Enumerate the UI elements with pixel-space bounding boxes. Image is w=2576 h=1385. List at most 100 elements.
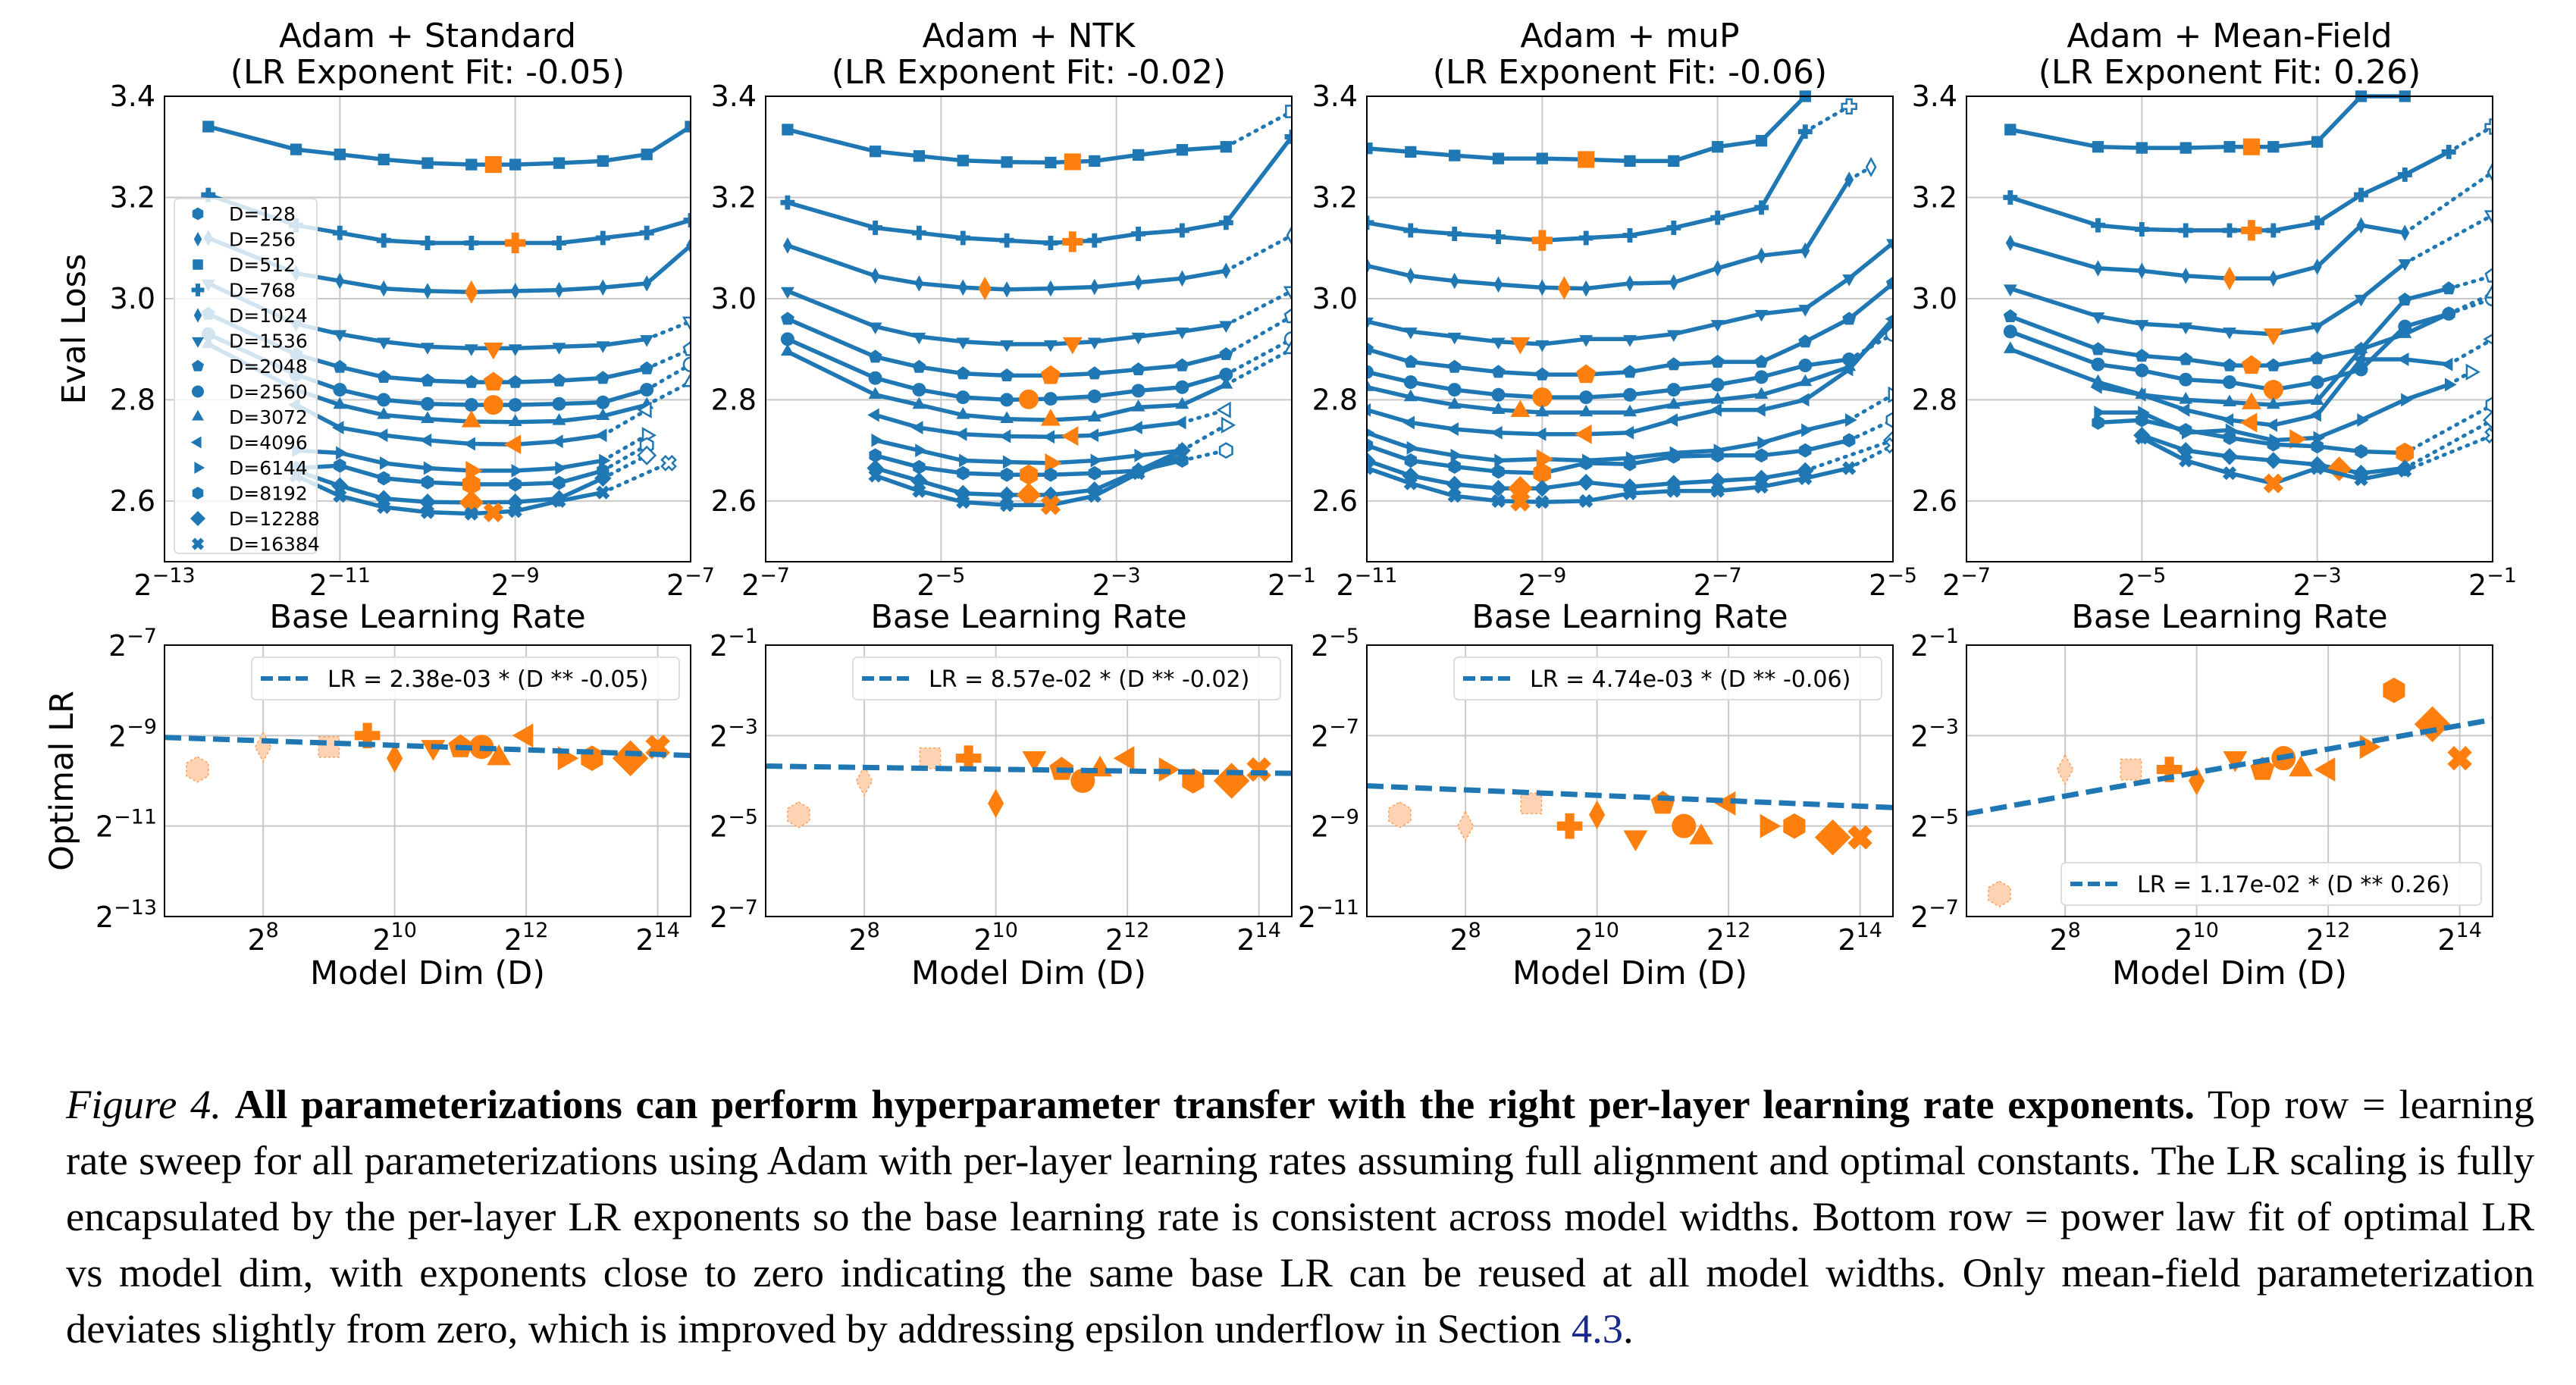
y-tick-label: 2.6 [1312, 484, 1358, 518]
optimal-lr-point [1988, 880, 2011, 907]
legend-label: D=2560 [229, 381, 308, 403]
data-point [2355, 444, 2368, 459]
x-tick-label: 28 [1449, 919, 1481, 957]
loss-curve [208, 124, 691, 167]
loss-curve [787, 243, 1227, 292]
data-point [333, 383, 347, 397]
legend-label: D=1536 [229, 331, 308, 353]
data-point [508, 414, 522, 426]
y-tick-label: 2−9 [108, 715, 157, 753]
data-point [1449, 149, 1461, 161]
data-point [2135, 320, 2149, 332]
loss-curve [2010, 94, 2405, 150]
y-tick-label: 2−13 [96, 896, 157, 934]
section-link[interactable]: 4.3 [1571, 1305, 1623, 1352]
data-point [2179, 453, 2193, 468]
y-tick-label: 3.2 [110, 180, 155, 214]
optimum-marker [1040, 409, 1061, 426]
y-tick-label: 3.0 [1912, 282, 1957, 315]
tick-exponent: −7 [1960, 564, 1991, 588]
data-point [1622, 425, 1634, 440]
legend-label: D=16384 [229, 534, 320, 556]
data-point [463, 437, 475, 451]
optimal-lr-point [1623, 830, 1648, 851]
diverged-segment [1847, 418, 1893, 443]
x-tick-label: 2−3 [1092, 564, 1141, 602]
legend-label: D=1024 [229, 305, 308, 327]
data-point [782, 124, 794, 136]
optimal-lr-point [2120, 758, 2142, 781]
data-point [1221, 262, 1231, 279]
data-point [1798, 305, 1813, 317]
data-point [1403, 223, 1418, 238]
data-point [1131, 384, 1145, 398]
diverged-segment [2446, 337, 2493, 367]
x-tick-label: 28 [2049, 919, 2080, 957]
data-point [1710, 320, 1725, 332]
tick-exponent: −3 [1111, 564, 1141, 588]
data-point [868, 322, 882, 335]
data-point [956, 495, 970, 509]
data-point [1367, 342, 1374, 356]
x-tick-label: 2−1 [1268, 564, 1316, 602]
data-point [201, 187, 216, 202]
optimum-marker [1020, 464, 1038, 485]
x-tick-label: 210 [372, 919, 417, 957]
optimum-marker [483, 371, 503, 391]
data-point [596, 485, 610, 500]
optimal-lr-point [2414, 706, 2451, 743]
tick-exponent: −3 [1929, 715, 1959, 738]
tick-base: 2 [710, 901, 728, 934]
legend-item: D=768 [191, 280, 296, 302]
series-D16384 [2135, 427, 2493, 494]
tick-exponent: 10 [391, 919, 417, 942]
diverged-segment [1224, 347, 1292, 387]
tick-exponent: −11 [114, 806, 157, 829]
data-point [1405, 146, 1417, 158]
data-point [959, 453, 971, 468]
data-point [421, 411, 434, 423]
data-point [1087, 389, 1102, 403]
data-point [1367, 403, 1371, 417]
loss-curve [1367, 418, 1850, 463]
data-point [1579, 335, 1594, 347]
data-point [510, 283, 520, 299]
optimum-marker [1575, 424, 1592, 444]
data-point [1666, 484, 1681, 498]
y-tick-label: 2−1 [1910, 625, 1959, 663]
series-D16384 [289, 455, 677, 523]
x-axis-label: Base Learning Rate [870, 598, 1186, 636]
diverged-segment [600, 408, 649, 437]
x-axis-label: Base Learning Rate [2071, 598, 2387, 636]
data-point [508, 504, 522, 519]
diverged-segment [600, 453, 649, 481]
legend: D=128 D=256 D=512 D=768 D=1024 D=1536 D=2048 D=… [174, 198, 320, 556]
optimum-marker [461, 410, 481, 428]
tick-exponent: −13 [152, 564, 196, 588]
data-point [912, 484, 926, 498]
data-point [685, 121, 691, 133]
data-point [1799, 443, 1812, 458]
data-point [1367, 461, 1374, 475]
data-point [335, 272, 345, 290]
data-point [1132, 149, 1145, 161]
x-tick-label: 2−3 [2293, 564, 2342, 602]
tick-exponent: −7 [1712, 564, 1742, 588]
diverged-marker [2482, 410, 2493, 431]
loss-curve [874, 412, 1183, 439]
series-D8192 [290, 437, 654, 495]
data-point [1367, 428, 1375, 437]
data-point [1491, 402, 1506, 414]
tick-exponent: −5 [728, 806, 758, 829]
data-point [419, 433, 432, 447]
plot-area [766, 745, 1292, 829]
data-point [1710, 392, 1725, 404]
legend-label: D=8192 [229, 483, 308, 505]
tick-base: 2 [917, 569, 935, 602]
data-point [912, 383, 926, 397]
data-point [915, 443, 927, 458]
data-point [465, 158, 478, 171]
data-point [1131, 332, 1145, 345]
